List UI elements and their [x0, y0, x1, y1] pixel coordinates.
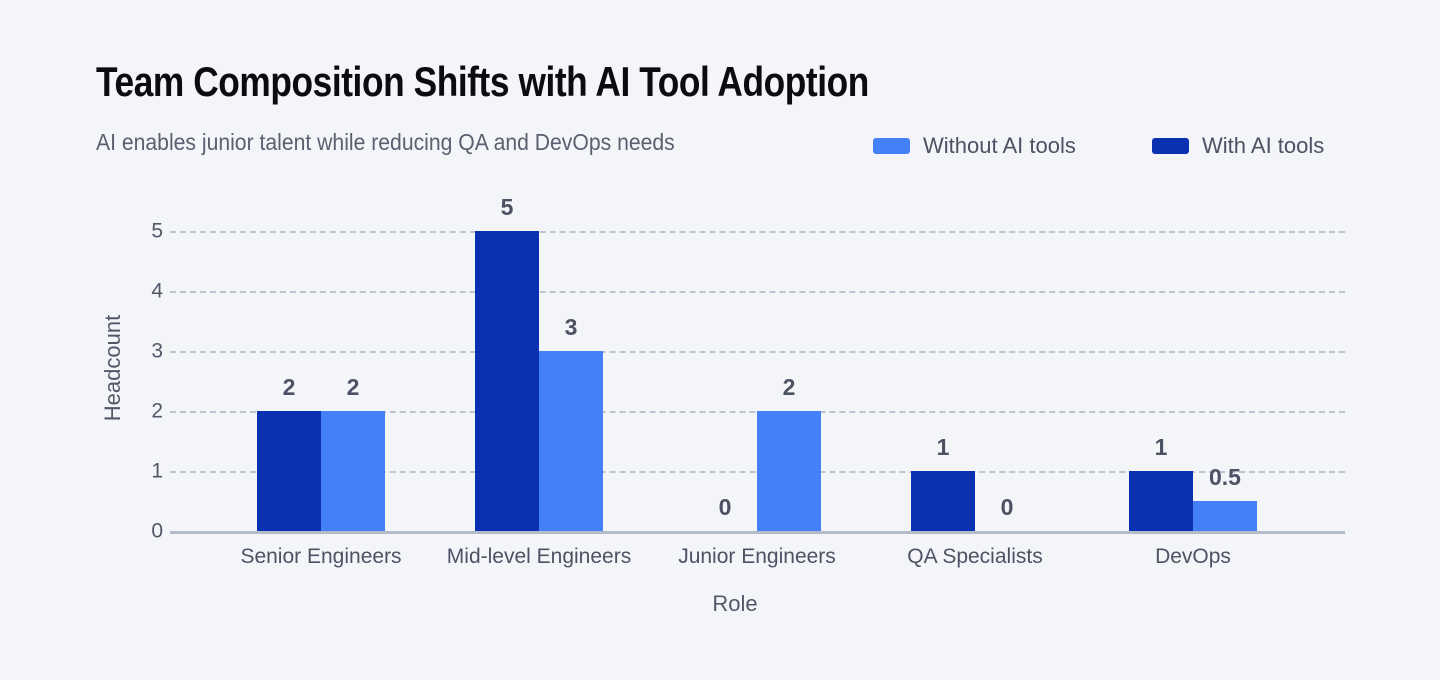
bar-devops-with-ai-tools [1129, 471, 1193, 531]
legend-swatch-without-ai [873, 138, 910, 154]
y-tick-label-4: 4 [151, 279, 163, 303]
gridline-y3 [170, 351, 1345, 353]
y-tick-label-3: 3 [151, 339, 163, 363]
y-axis-title: Headcount [100, 314, 125, 422]
gridline-y4 [170, 291, 1345, 293]
chart-subtitle: AI enables junior talent while reducing … [96, 129, 675, 155]
chart-title: Team Composition Shifts with AI Tool Ado… [96, 58, 869, 105]
bar-value-label-qa-specialists-with-ai-tools: 1 [936, 434, 950, 460]
y-tick-label-0: 0 [151, 519, 163, 543]
bar-senior-engineers-without-ai-tools [321, 411, 385, 531]
gridline-y5 [170, 231, 1345, 233]
bar-mid-level-engineers-without-ai-tools [539, 351, 603, 531]
bar-value-label-senior-engineers-with-ai-tools: 2 [282, 374, 296, 400]
bar-value-label-qa-specialists-without-ai-tools: 0 [1000, 494, 1014, 520]
legend-item-with-ai: With AI tools [1152, 133, 1324, 159]
bar-value-label-junior-engineers-with-ai-tools: 0 [718, 494, 732, 520]
bar-value-label-devops-without-ai-tools: 0.5 [1209, 464, 1241, 490]
bar-qa-specialists-with-ai-tools [911, 471, 975, 531]
bar-value-label-devops-with-ai-tools: 1 [1154, 434, 1168, 460]
y-tick-label-1: 1 [151, 459, 163, 483]
x-category-label-senior-engineers: Senior Engineers [240, 545, 402, 568]
bar-junior-engineers-without-ai-tools [757, 411, 821, 531]
x-category-label-junior-engineers: Junior Engineers [678, 545, 836, 568]
bar-devops-without-ai-tools [1193, 501, 1257, 531]
bar-value-label-junior-engineers-without-ai-tools: 2 [782, 374, 796, 400]
x-axis-baseline [170, 531, 1345, 534]
bar-value-label-senior-engineers-without-ai-tools: 2 [346, 374, 360, 400]
x-category-label-mid-level-engineers: Mid-level Engineers [446, 545, 632, 568]
bar-senior-engineers-with-ai-tools [257, 411, 321, 531]
x-category-label-devops: DevOps [1155, 545, 1231, 568]
bar-value-label-mid-level-engineers-with-ai-tools: 5 [500, 194, 514, 220]
x-category-label-qa-specialists: QA Specialists [907, 545, 1043, 568]
bar-mid-level-engineers-with-ai-tools [475, 231, 539, 531]
legend-label-without-ai: Without AI tools [923, 133, 1076, 158]
legend-label-with-ai: With AI tools [1202, 133, 1325, 158]
y-tick-label-5: 5 [151, 219, 163, 243]
x-axis-title: Role [712, 591, 758, 616]
legend-swatch-with-ai [1152, 138, 1189, 154]
legend-item-without-ai: Without AI tools [873, 133, 1076, 159]
y-tick-label-2: 2 [151, 399, 163, 423]
bar-value-label-mid-level-engineers-without-ai-tools: 3 [564, 314, 578, 340]
